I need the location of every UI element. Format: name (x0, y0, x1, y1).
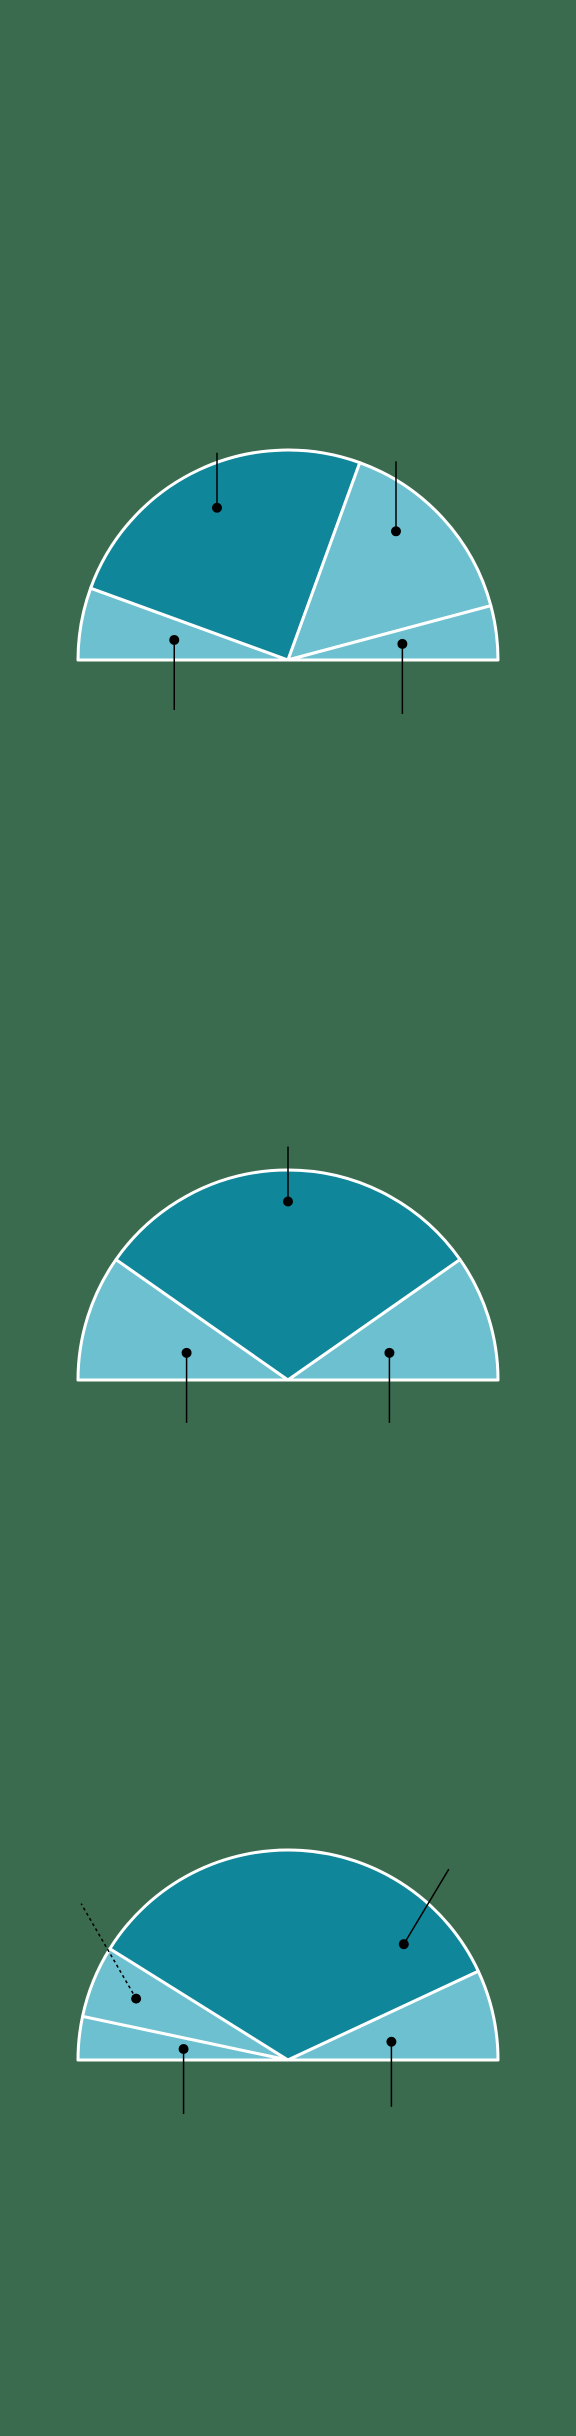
chart-b-dot-2 (384, 1348, 394, 1358)
chart-c-dot-2 (399, 1939, 409, 1949)
page (0, 0, 576, 2436)
chart-b (0, 1100, 576, 1440)
chart-a-dot-0 (169, 635, 179, 645)
chart-a-dot-3 (397, 639, 407, 649)
chart-a-dot-2 (391, 526, 401, 536)
chart-c-dot-1 (131, 1994, 141, 2004)
chart-c-dot-0 (179, 2044, 189, 2054)
chart-c (0, 1780, 576, 2120)
chart-b-holder (0, 1100, 576, 1440)
chart-c-holder (0, 1780, 576, 2120)
chart-a-dot-1 (212, 503, 222, 513)
chart-a (0, 380, 576, 720)
chart-c-dot-3 (386, 2037, 396, 2047)
chart-a-holder (0, 380, 576, 720)
chart-b-dot-1 (283, 1197, 293, 1207)
chart-b-dot-0 (182, 1348, 192, 1358)
